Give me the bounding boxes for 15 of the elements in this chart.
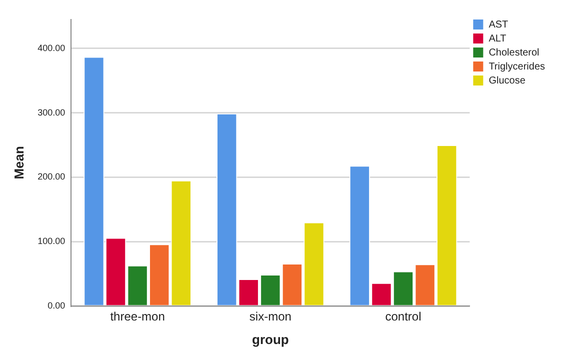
x-tick-label: three-mon <box>110 310 165 324</box>
x-tick-label: six-mon <box>249 310 292 324</box>
y-tick-label: 100.00 <box>38 236 66 246</box>
y-tick-label: 200.00 <box>38 172 66 182</box>
legend-label: Cholesterol <box>488 47 540 58</box>
legend-label: Glucose <box>488 75 526 86</box>
y-tick-label: 300.00 <box>38 107 66 118</box>
legend-label: Triglycerides <box>488 61 546 72</box>
y-tick-label: 0.00 <box>48 300 66 310</box>
y-tick-label: 400.00 <box>38 42 66 53</box>
x-tick-label: control <box>385 310 422 324</box>
x-axis-title: group <box>252 332 289 347</box>
legend-label: ALT <box>488 33 506 44</box>
y-axis-title: Mean <box>11 146 26 180</box>
legend-label: AST <box>488 19 508 30</box>
